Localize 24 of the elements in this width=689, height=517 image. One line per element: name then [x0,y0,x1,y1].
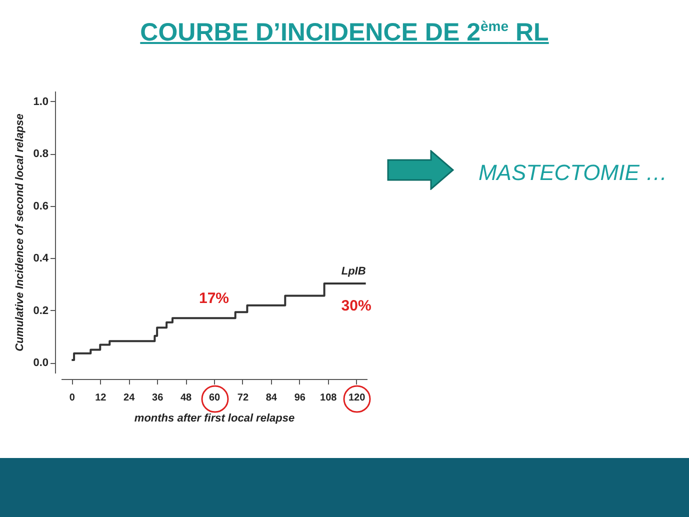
x-tick-label: 24 [124,392,136,404]
y-tick-label: 0.6 [33,200,48,212]
y-tick-label: 0.4 [33,252,50,265]
x-tick-label: 0 [69,392,76,404]
text: MASTECTOMIE … [478,160,668,186]
annotation: 30% [341,297,372,314]
x-tick-label: 36 [152,392,164,404]
x-tick-label: 108 [320,392,338,404]
y-tick-label: 0.0 [33,357,48,370]
x-tick-label: 120 [348,392,366,404]
series-label: LpIB [341,265,366,278]
y-axis-title: Cumulative Incidence of second local relapse [14,114,26,352]
x-tick-label: 96 [294,392,306,404]
x-tick-label: 60 [208,392,220,404]
y-tick-label: 0.8 [33,148,48,160]
annotation: 17% [198,290,230,308]
x-tick-label: 12 [95,392,107,404]
x-axis-title: months after first local relapse [134,412,295,424]
x-tick-label: 84 [266,392,278,404]
x-tick-label: 48 [180,392,192,404]
x-tick-label: 72 [237,392,249,404]
chart-title: COURBE D’INCIDENCE DE 2$^{ème}$ RL [139,18,550,48]
y-tick-label: 0.2 [33,304,48,317]
y-tick-label: 1.0 [33,96,48,108]
